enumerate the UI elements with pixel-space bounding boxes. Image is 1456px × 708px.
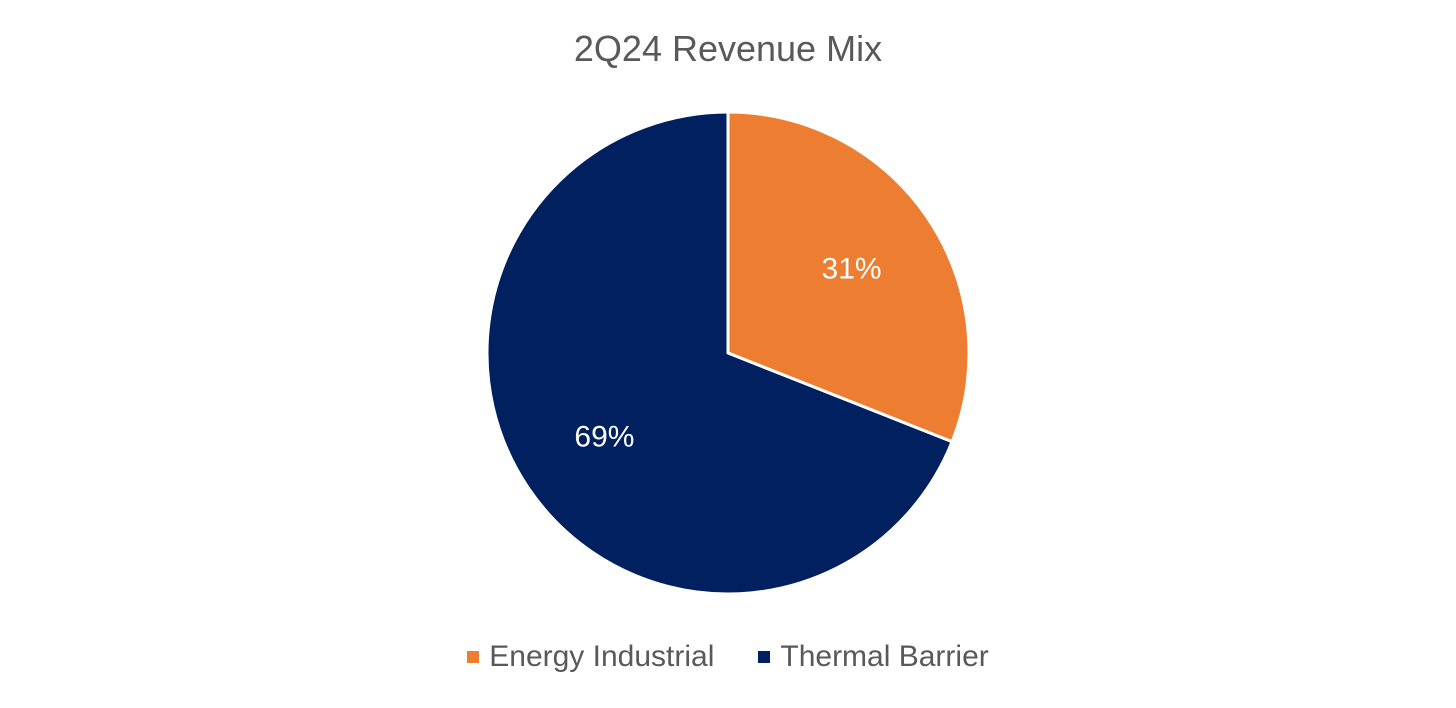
pie-slice-energy-industrial: [726, 110, 971, 444]
chart-title: 2Q24 Revenue Mix: [573, 28, 883, 69]
legend-label: Thermal Barrier: [780, 640, 989, 673]
pie-slice-labels: 31% 69%: [574, 253, 881, 454]
data-label-energy-industrial: 31%: [822, 253, 882, 286]
legend-item-energy-industrial: Energy Industrial: [467, 640, 714, 674]
chart-legend: Energy Industrial Thermal Barrier: [0, 640, 1456, 674]
legend-label: Energy Industrial: [489, 640, 715, 673]
data-label-thermal-barrier: 69%: [574, 420, 634, 453]
legend-swatch: [758, 651, 771, 663]
legend-item-thermal-barrier: Thermal Barrier: [758, 640, 989, 674]
legend-swatch: [467, 651, 480, 663]
pie-slice-thermal-barrier: [485, 110, 954, 596]
pie-slices: [485, 110, 971, 596]
